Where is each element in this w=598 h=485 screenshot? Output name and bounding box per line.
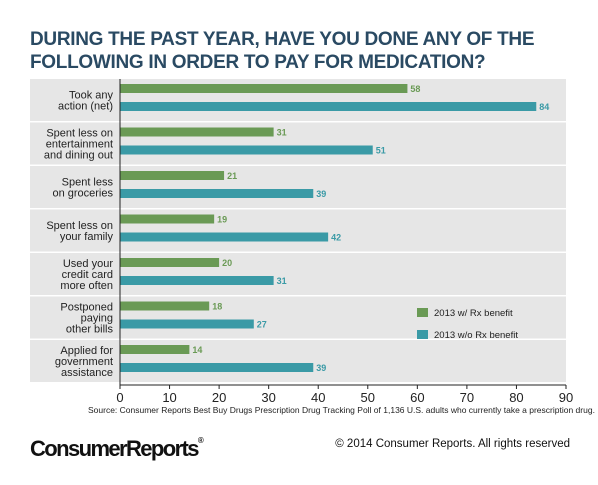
legend-swatch [417, 330, 428, 339]
x-tick-label: 90 [559, 390, 573, 405]
x-tick-label: 60 [410, 390, 424, 405]
bar-without-rx [120, 145, 373, 155]
value-label: 39 [316, 189, 326, 199]
value-label: 51 [376, 146, 386, 156]
bar-without-rx [120, 102, 537, 111]
x-tick-label: 50 [361, 390, 375, 405]
x-axis: 0 10 20 30 40 50 60 70 80 90 [116, 79, 573, 405]
category-label: Spent less on your family [46, 220, 113, 243]
category-label: Postponed paying other bills [60, 302, 113, 336]
x-tick-label: 70 [460, 390, 474, 405]
bar-with-rx [120, 214, 215, 224]
category-label: Spent less on entertainment and dining out [44, 128, 113, 162]
bar-with-rx [120, 127, 274, 137]
bar-with-rx [120, 345, 190, 354]
category-label: Took any action (net) [58, 90, 114, 113]
value-label: 84 [539, 102, 549, 112]
category-label: Used your credit card more often [60, 258, 113, 292]
bar-with-rx [120, 301, 210, 311]
value-label: 14 [192, 345, 202, 355]
chart-title: DURING THE PAST YEAR, HAVE YOU DONE ANY … [30, 29, 535, 73]
consumer-reports-logo: ConsumerReports® [30, 436, 204, 461]
x-tick-label: 20 [212, 390, 226, 405]
category-labels: Took any action (net) Spent less on enterta… [44, 90, 114, 380]
category-label: Applied for government assistance [55, 345, 113, 379]
value-label: 20 [222, 258, 232, 268]
x-tick-label: 40 [311, 390, 325, 405]
value-label: 31 [277, 128, 287, 138]
value-label: 18 [212, 302, 222, 312]
value-label: 27 [257, 320, 267, 330]
category-band [30, 122, 566, 165]
category-band [30, 209, 566, 252]
bar-without-rx [120, 276, 274, 285]
bar-with-rx [120, 258, 220, 267]
value-label: 58 [410, 84, 420, 94]
category-band [30, 340, 566, 382]
value-label: 39 [316, 363, 326, 373]
category-label: Spent less on groceries [52, 177, 113, 200]
category-band [30, 296, 566, 339]
x-tick-label: 30 [261, 390, 275, 405]
value-label: 31 [277, 276, 287, 286]
source-note: Source: Consumer Reports Best Buy Drugs … [88, 405, 595, 415]
bar-without-rx [120, 319, 254, 329]
x-tick-label: 0 [116, 390, 123, 405]
value-labels: 58 84 31 51 21 39 19 42 20 31 18 27 14 39 [192, 84, 549, 373]
bar-with-rx [120, 171, 225, 180]
x-tick-label: 10 [162, 390, 176, 405]
bar-without-rx [120, 363, 314, 372]
value-label: 19 [217, 215, 227, 225]
logo-text: ConsumerReports [30, 436, 200, 461]
bar-with-rx [120, 84, 408, 93]
category-band [30, 166, 566, 208]
copyright-text: © 2014 Consumer Reports. All rights rese… [335, 438, 570, 450]
bar-without-rx [120, 232, 329, 242]
value-label: 21 [227, 171, 237, 181]
category-band [30, 253, 566, 295]
legend: 2013 w/ Rx benefit 2013 w/o Rx benefit [417, 308, 518, 341]
bars [120, 84, 537, 372]
legend-swatch [417, 308, 428, 317]
bar-without-rx [120, 189, 314, 198]
category-bands [30, 79, 566, 382]
value-label: 42 [331, 233, 341, 243]
legend-label: 2013 w/o Rx benefit [434, 330, 518, 341]
legend-label: 2013 w/ Rx benefit [434, 308, 513, 319]
x-tick-label: 80 [509, 390, 523, 405]
